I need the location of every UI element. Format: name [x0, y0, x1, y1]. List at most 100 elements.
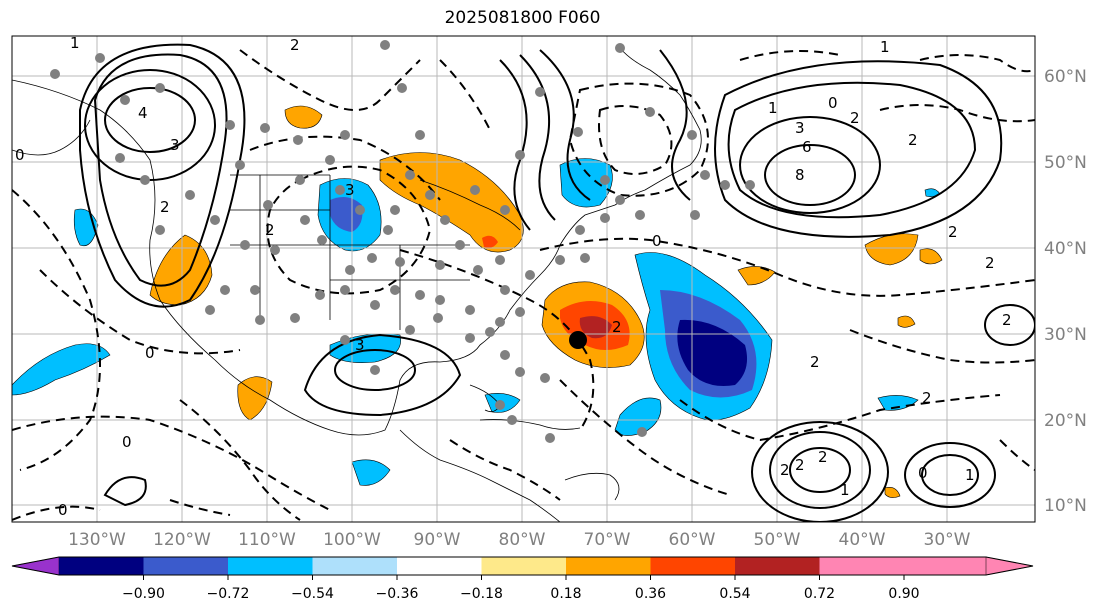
- lon-label: 30°W: [924, 530, 971, 550]
- contour-label: 3: [355, 336, 365, 354]
- colorbar-ticks: [143, 575, 905, 580]
- great-lakes-peak: [482, 235, 498, 248]
- contour-label: 2: [850, 109, 860, 127]
- lat-label: 10°N: [1044, 496, 1087, 516]
- colorbar-seg: [566, 557, 651, 575]
- colorbar-seg: [735, 557, 820, 575]
- colorbar: −0.90 −0.72 −0.54 −0.36 −0.18 0.18 0.36 …: [11, 556, 1034, 602]
- positive-spot-5: [919, 248, 943, 265]
- labrador-negative-region: [559, 158, 613, 208]
- lon-label: 130°W: [68, 530, 126, 550]
- positive-spot-3: [864, 233, 919, 266]
- contour-label: 2: [810, 353, 820, 371]
- map-title: 2025081800 F060: [444, 8, 601, 28]
- lon-label: 40°W: [839, 530, 886, 550]
- coastlines: [12, 47, 702, 522]
- contour-label: 0: [15, 146, 25, 164]
- contour-label: 0: [145, 344, 155, 362]
- contour-label: 0: [828, 94, 838, 112]
- west-coast-positive-region: [149, 234, 213, 306]
- lon-label: 90°W: [414, 530, 461, 550]
- contour-label: 2: [612, 318, 622, 336]
- lon-label: 80°W: [499, 530, 546, 550]
- colorbar-tick-label: 0.36: [635, 586, 666, 602]
- lon-label: 120°W: [153, 530, 211, 550]
- colorbar-tick-label: −0.72: [207, 586, 250, 602]
- colorbar-seg: [985, 556, 1034, 576]
- lat-label: 30°N: [1044, 325, 1087, 345]
- negative-anomaly-core: [677, 319, 748, 386]
- contour-label: 2: [1002, 311, 1012, 329]
- contour-label: 1: [880, 38, 890, 56]
- lon-label: 70°W: [584, 530, 631, 550]
- contour-label: 2: [780, 461, 790, 479]
- contour-label: 0: [918, 464, 928, 482]
- colorbar-seg: [11, 556, 60, 576]
- colorbar-tick-label: 0.72: [804, 586, 835, 602]
- colorbar-seg: [819, 557, 986, 575]
- colorbar-tick-label: −0.36: [376, 586, 419, 602]
- contour-label: 2: [795, 456, 805, 474]
- lon-label: 110°W: [238, 530, 296, 550]
- lon-label: 60°W: [669, 530, 716, 550]
- lat-label: 60°N: [1044, 67, 1087, 87]
- contour-label: 2: [985, 254, 995, 272]
- lat-label: 50°N: [1044, 153, 1087, 173]
- positive-spot-4: [737, 266, 776, 286]
- contours: [12, 43, 1035, 522]
- colorbar-seg: [312, 557, 397, 575]
- colorbar-tick-label: −0.18: [460, 586, 503, 602]
- lat-label: 40°N: [1044, 239, 1087, 259]
- latitude-labels: 60°N 50°N 40°N 30°N 20°N 10°N: [1044, 67, 1087, 516]
- positive-spot-1: [284, 105, 323, 129]
- contour-label: 2: [160, 198, 170, 216]
- lon-label: 50°W: [754, 530, 801, 550]
- contour-label: 2: [818, 448, 828, 466]
- colorbar-tick-label: −0.90: [122, 586, 165, 602]
- contour-label: 6: [802, 138, 812, 156]
- contour-labels: 1 2 3 4 0 2 3 1 2 0 1 3 6 8 2 0 2 2 2 0 …: [15, 34, 1012, 519]
- graticule: [12, 36, 1035, 522]
- colorbar-seg: [59, 557, 144, 575]
- contour-label: 2: [908, 131, 918, 149]
- positive-anomaly-peak: [579, 316, 612, 339]
- contour-label: 3: [795, 119, 805, 137]
- contour-label: 2: [948, 223, 958, 241]
- contour-label: 4: [138, 104, 148, 122]
- contour-label: 8: [795, 166, 805, 184]
- contour-label: 2: [290, 36, 300, 54]
- positive-spot-6: [897, 315, 916, 328]
- colorbar-outline: [11, 556, 1034, 576]
- observation-stations: [50, 40, 755, 443]
- lat-label: 20°N: [1044, 411, 1087, 431]
- contour-label: 1: [70, 34, 80, 52]
- contour-label: 2: [265, 221, 275, 239]
- negative-spot-5: [351, 459, 391, 486]
- colorbar-seg: [143, 557, 228, 575]
- colorbar-tick-label: 0.18: [550, 586, 581, 602]
- colorbar-seg: [481, 557, 566, 575]
- colorbar-seg: [397, 557, 482, 575]
- colorbar-tick-label: 0.54: [719, 586, 750, 602]
- contour-label: 3: [170, 136, 180, 154]
- colorbar-tick-label: 0.90: [888, 586, 919, 602]
- contour-label: 2: [922, 389, 932, 407]
- contour-label: 3: [345, 181, 355, 199]
- colorbar-seg: [650, 557, 735, 575]
- shaded-fields: [12, 105, 943, 498]
- colorbar-seg: [228, 557, 313, 575]
- map-area: 1 2 3 4 0 2 3 1 2 0 1 3 6 8 2 0 2 2 2 0 …: [12, 34, 1035, 522]
- positive-spot-7: [884, 487, 901, 498]
- lon-label: 100°W: [323, 530, 381, 550]
- longitude-labels: 130°W 120°W 110°W 100°W 90°W 80°W 70°W 6…: [68, 530, 971, 550]
- contour-label: 1: [965, 466, 975, 484]
- contour-label: 0: [652, 232, 662, 250]
- colorbar-tick-label: −0.54: [291, 586, 334, 602]
- contour-label: 0: [122, 433, 132, 451]
- midwest-negative-core: [330, 196, 363, 232]
- positive-spot-2: [237, 376, 273, 421]
- negative-spot-2: [12, 343, 111, 396]
- great-lakes-positive-band: [379, 152, 524, 253]
- map-frame: [11, 35, 1036, 523]
